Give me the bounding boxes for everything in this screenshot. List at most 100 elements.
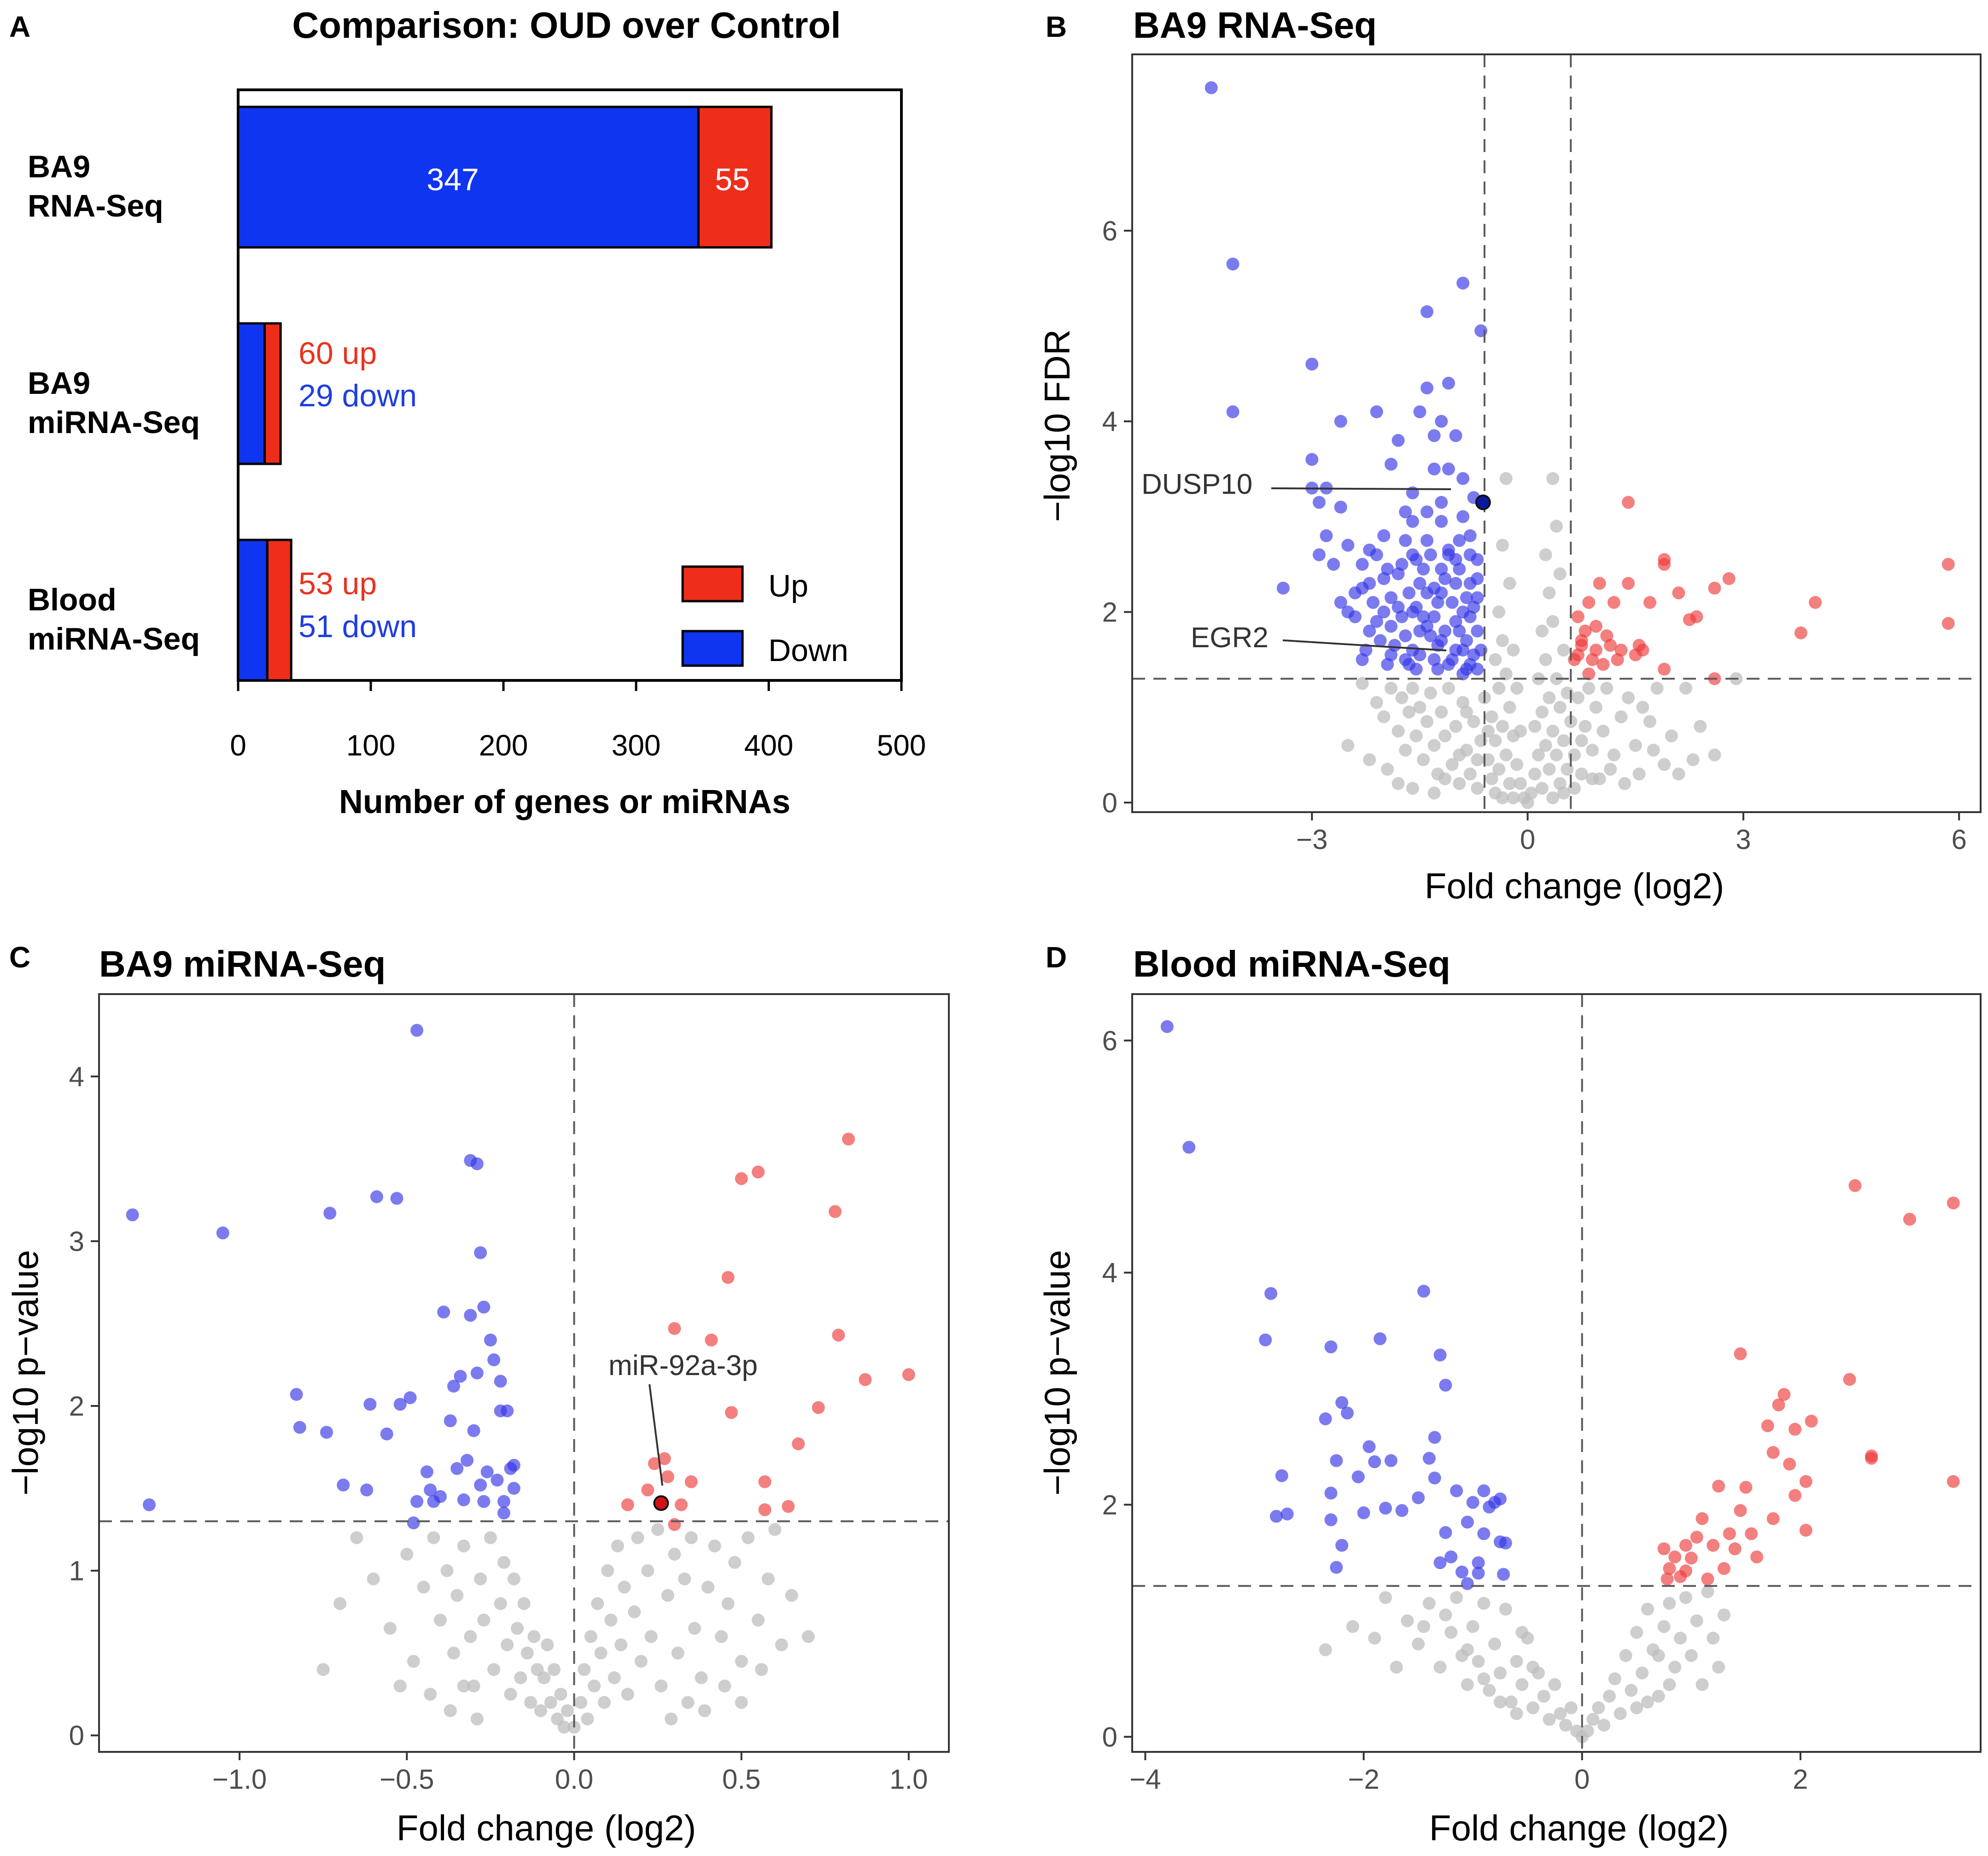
point-not-significant: [1466, 1620, 1479, 1633]
point-upregulated: [1674, 1570, 1687, 1583]
point-upregulated: [1575, 638, 1588, 652]
point-upregulated: [1611, 653, 1624, 666]
point-not-significant: [1392, 777, 1405, 790]
point-not-significant: [1526, 1661, 1540, 1674]
point-upregulated: [1701, 1572, 1714, 1586]
point-downregulated: [1422, 1452, 1436, 1465]
point-downregulated: [1461, 1577, 1474, 1590]
point-downregulated: [420, 1465, 433, 1479]
point-downregulated: [1341, 605, 1355, 619]
point-not-significant: [1701, 1585, 1714, 1598]
point-downregulated: [1471, 662, 1484, 676]
point-not-significant: [1543, 762, 1556, 776]
point-not-significant: [1596, 725, 1610, 738]
point-not-significant: [702, 1581, 715, 1594]
annotation-leader-mir92a: [649, 1384, 663, 1486]
point-not-significant: [407, 1655, 420, 1668]
panel-c-volcano: C BA9 miRNA-Seq −1.0 −0.5 0.0 0.5 1.0 0 1 2 3 4 F…: [5, 941, 950, 1848]
point-not-significant: [1413, 701, 1427, 714]
point-upregulated: [758, 1503, 772, 1516]
point-upregulated: [1772, 1398, 1785, 1411]
point-upregulated: [1722, 572, 1736, 585]
point-downregulated: [1449, 429, 1462, 442]
point-upregulated: [1766, 1512, 1780, 1525]
point-not-significant: [467, 1679, 480, 1692]
point-downregulated: [1460, 634, 1473, 647]
down-count-label-blood-mirnaseq: 51 down: [298, 609, 417, 644]
plot-border: [1131, 993, 1982, 1753]
point-not-significant: [1608, 1672, 1621, 1686]
point-downregulated: [1417, 562, 1430, 576]
point-not-significant: [1499, 472, 1513, 485]
point-downregulated: [1384, 1454, 1397, 1467]
panel-letter-c: C: [9, 941, 30, 974]
x-tick-label-a: 200: [479, 729, 528, 762]
point-not-significant: [1489, 653, 1502, 666]
point-downregulated: [1395, 610, 1409, 623]
point-not-significant: [665, 1712, 678, 1726]
point-upregulated: [751, 1165, 765, 1179]
point-not-significant: [1485, 710, 1498, 724]
point-not-significant: [1543, 1713, 1556, 1726]
point-downregulated: [1330, 1561, 1343, 1574]
point-downregulated: [1497, 1568, 1510, 1581]
category-label-3-line-1: Blood: [28, 582, 117, 617]
x-tick-label-a: 0: [230, 729, 246, 762]
point-downregulated: [360, 1483, 374, 1497]
point-upregulated: [1794, 626, 1807, 639]
point-not-significant: [1696, 1678, 1709, 1691]
point-upregulated: [1690, 1530, 1703, 1544]
panel-b-volcano: B BA9 RNA-Seq −3 0 3 6 0 2 4 6 Fold change (log…: [1037, 5, 1982, 906]
point-not-significant: [1368, 1632, 1381, 1645]
point-not-significant: [554, 1687, 567, 1701]
point-not-significant: [1575, 767, 1588, 781]
point-downregulated: [1442, 543, 1455, 556]
point-not-significant: [1472, 1655, 1485, 1668]
point-not-significant: [1535, 782, 1549, 795]
point-not-significant: [1690, 1614, 1703, 1628]
point-upregulated: [1783, 1458, 1796, 1471]
point-not-significant: [1641, 1603, 1654, 1616]
point-downregulated: [1399, 505, 1412, 519]
point-not-significant: [1625, 1684, 1638, 1697]
point-downregulated: [477, 1495, 491, 1508]
point-not-significant: [1663, 1678, 1676, 1691]
point-not-significant: [1427, 739, 1441, 752]
point-not-significant: [1514, 777, 1527, 790]
y-tick-label: 1: [69, 1556, 84, 1587]
point-downregulated: [1204, 81, 1218, 94]
point-downregulated: [1406, 644, 1419, 657]
point-not-significant: [761, 1572, 775, 1586]
point-not-significant: [1461, 1643, 1474, 1657]
point-not-significant: [1674, 1632, 1687, 1645]
point-upregulated: [1734, 1504, 1747, 1517]
point-downregulated: [1413, 577, 1427, 590]
point-upregulated: [1745, 1527, 1758, 1540]
point-upregulated: [1622, 577, 1635, 590]
point-upregulated: [1589, 644, 1602, 657]
point-upregulated: [1728, 1542, 1742, 1556]
point-not-significant: [715, 1630, 728, 1643]
point-downregulated: [424, 1483, 437, 1497]
point-not-significant: [628, 1605, 641, 1619]
point-not-significant: [721, 1597, 735, 1610]
point-not-significant: [1381, 762, 1394, 776]
point-downregulated: [1417, 1284, 1430, 1298]
point-not-significant: [510, 1622, 524, 1635]
point-downregulated: [1370, 405, 1383, 418]
point-not-significant: [1604, 762, 1617, 776]
point-downregulated: [1276, 581, 1290, 595]
point-not-significant: [367, 1572, 380, 1586]
point-not-significant: [574, 1696, 587, 1709]
point-downregulated: [1305, 357, 1319, 371]
point-upregulated: [674, 1498, 688, 1511]
point-upregulated: [1672, 586, 1685, 600]
point-not-significant: [1546, 472, 1560, 485]
point-not-significant: [1565, 1701, 1578, 1715]
plot-area-c: −1.0 −0.5 0.0 0.5 1.0 0 1 2 3 4: [69, 993, 950, 1795]
point-not-significant: [621, 1687, 634, 1701]
point-downregulated: [1324, 1487, 1338, 1500]
point-not-significant: [1489, 734, 1502, 747]
point-not-significant: [1499, 748, 1513, 761]
